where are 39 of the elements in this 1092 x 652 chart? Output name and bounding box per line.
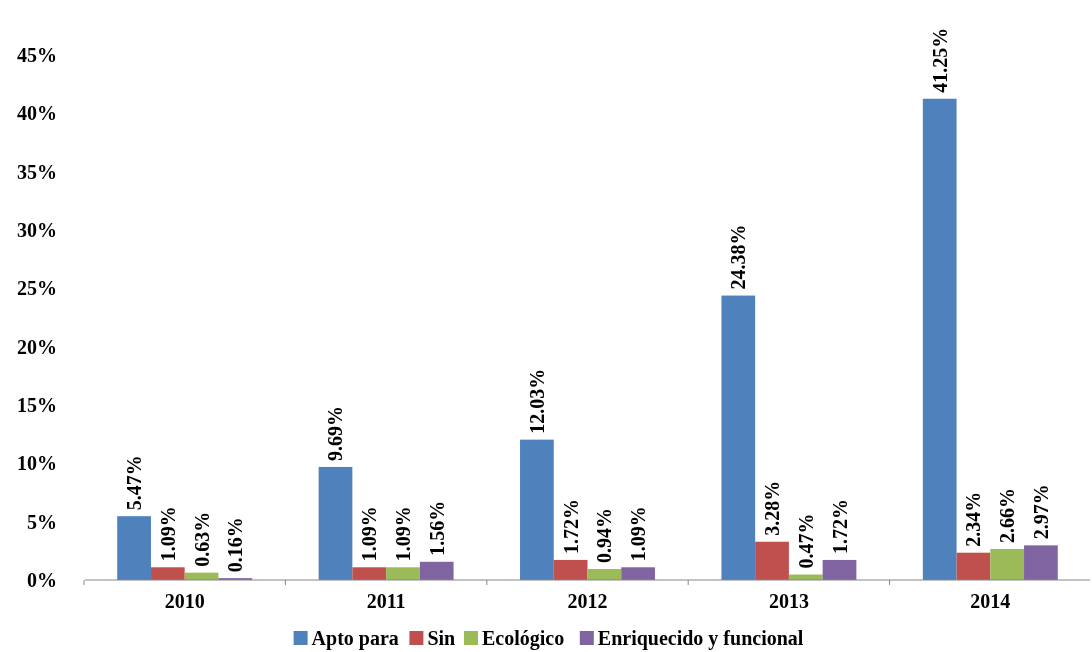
y-tick-label: 25% <box>17 277 57 300</box>
data-label: 0.16% <box>224 517 247 573</box>
y-tick-label: 15% <box>17 394 57 416</box>
x-tick-label: 2013 <box>768 590 809 612</box>
data-label: 1.09% <box>358 506 381 562</box>
data-label: 3.28% <box>761 480 784 536</box>
x-tick-label: 2010 <box>164 590 205 612</box>
data-label: 1.09% <box>156 506 179 562</box>
data-label: 5.47% <box>123 455 146 511</box>
y-tick-label: 40% <box>17 102 57 125</box>
data-label: 2.34% <box>962 491 985 547</box>
data-label: 1.09% <box>627 506 650 562</box>
y-tick-label: 35% <box>17 160 57 183</box>
data-label: 2.97% <box>1029 484 1052 540</box>
legend-label: Enriquecido y funcional <box>597 627 804 650</box>
data-label: 0.63% <box>190 511 213 567</box>
y-tick-label: 10% <box>17 452 57 475</box>
legend-label: Sin <box>427 627 456 649</box>
legend-label: Apto para <box>311 627 399 650</box>
data-label: 1.09% <box>391 506 414 562</box>
data-label: 1.72% <box>828 498 851 554</box>
data-label: 12.03% <box>525 368 548 434</box>
data-label: 1.56% <box>425 500 448 556</box>
y-tick-label: 5% <box>27 510 57 533</box>
data-label: 24.38% <box>727 224 750 290</box>
x-tick-label: 2014 <box>970 590 1011 612</box>
data-label: 41.25% <box>928 27 951 93</box>
y-tick-label: 20% <box>17 335 57 358</box>
y-tick-label: 0% <box>27 569 57 591</box>
data-label: 0.47% <box>794 513 817 569</box>
y-tick-label: 30% <box>17 219 57 241</box>
y-tick-label: 45% <box>17 44 57 66</box>
x-tick-label: 2012 <box>567 590 608 612</box>
data-label: 0.94% <box>593 508 616 564</box>
data-label: 9.69% <box>324 405 347 461</box>
legend-label: Ecológico <box>482 627 565 650</box>
x-tick-label: 2011 <box>366 590 406 612</box>
data-label: 2.66% <box>996 487 1019 543</box>
data-label: 1.72% <box>559 498 582 554</box>
